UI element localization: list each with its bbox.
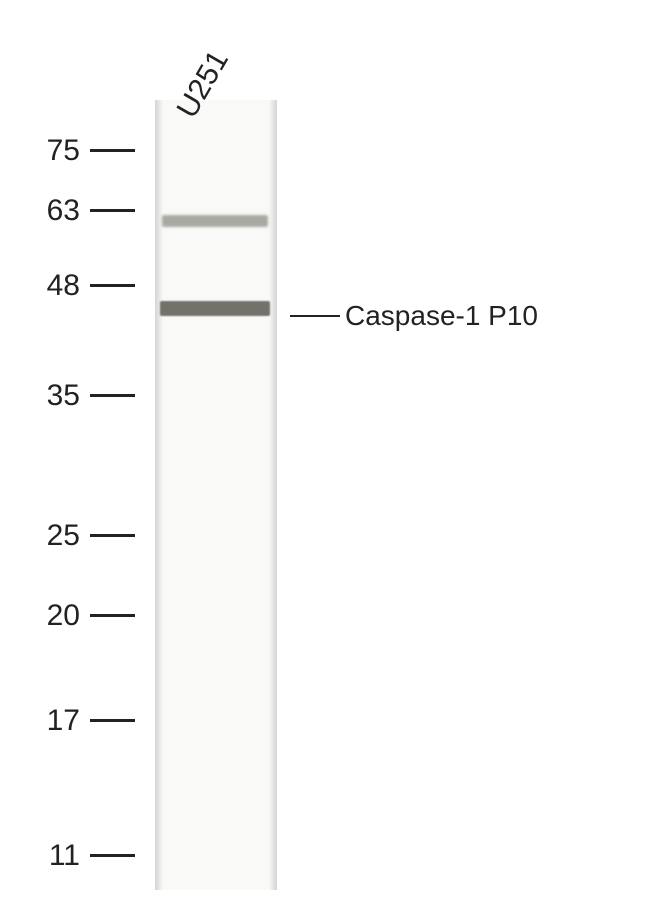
mw-label-35: 35 (30, 379, 80, 413)
band-upper-60kda (162, 215, 268, 227)
mw-label-17: 17 (30, 704, 80, 738)
mw-tick-48 (90, 284, 135, 287)
mw-tick-11 (90, 854, 135, 857)
mw-tick-63 (90, 209, 135, 212)
western-blot-figure: U251 7563483525201711 Caspase-1 P10 (0, 0, 650, 908)
mw-label-11: 11 (30, 839, 80, 873)
annotation-leader-line (290, 315, 340, 317)
mw-label-25: 25 (30, 519, 80, 553)
mw-tick-75 (90, 149, 135, 152)
band-caspase1-p10 (160, 301, 270, 316)
mw-label-20: 20 (30, 599, 80, 633)
mw-label-75: 75 (30, 134, 80, 168)
mw-label-48: 48 (30, 269, 80, 303)
annotation-label-caspase1-p10: Caspase-1 P10 (345, 300, 538, 332)
mw-tick-17 (90, 719, 135, 722)
mw-label-63: 63 (30, 194, 80, 228)
mw-tick-35 (90, 394, 135, 397)
mw-tick-25 (90, 534, 135, 537)
mw-tick-20 (90, 614, 135, 617)
